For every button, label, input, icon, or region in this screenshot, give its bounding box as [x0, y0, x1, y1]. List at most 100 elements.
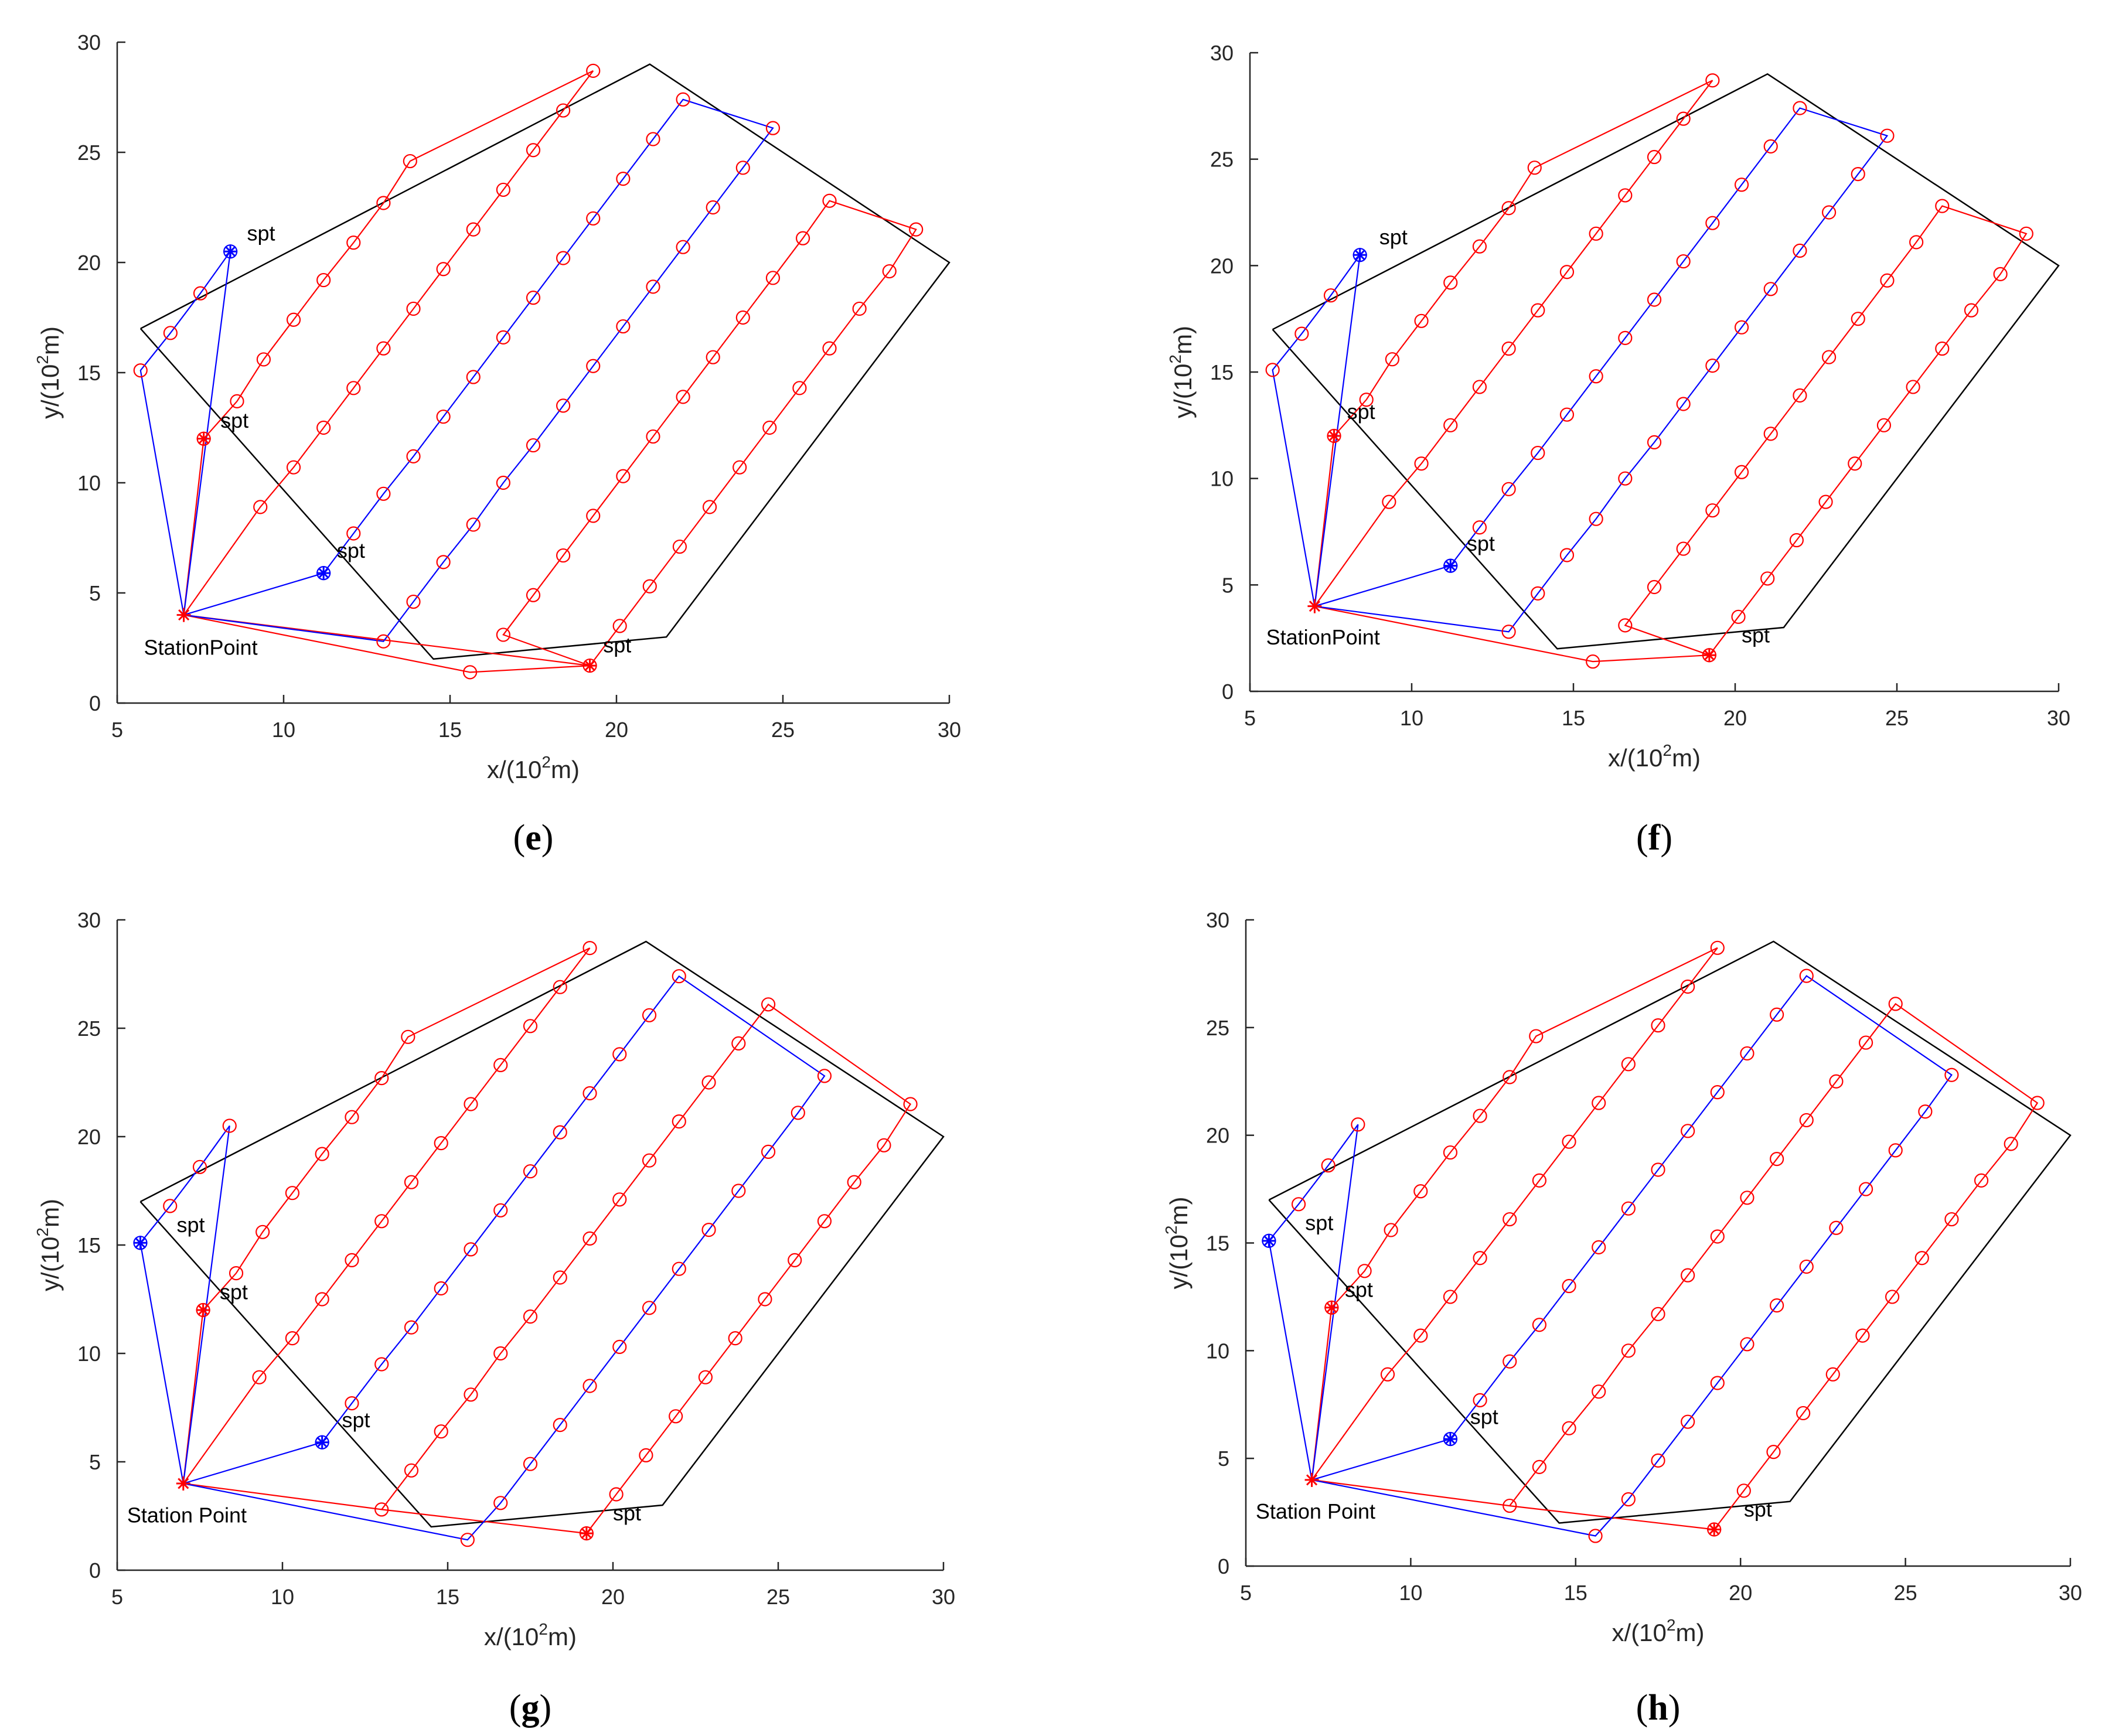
- red-waypoint: [1473, 1109, 1487, 1123]
- red-waypoint: [609, 1487, 624, 1502]
- red-waypoint: [2019, 226, 2033, 241]
- red-waypoint: [1589, 226, 1603, 241]
- red-waypoint: [903, 1097, 918, 1111]
- spt-annotation: spt: [342, 1408, 370, 1432]
- red-waypoint: [493, 1346, 508, 1361]
- red-waypoint: [286, 312, 301, 327]
- red-supply-point-marker: [1702, 648, 1716, 663]
- blue-route-line: [1268, 1124, 1359, 1481]
- blue-route-waypoint: [1851, 167, 1865, 182]
- y-tick-label: 10: [1210, 467, 1234, 491]
- red-waypoint: [230, 394, 244, 408]
- red-waypoint: [1935, 341, 1950, 356]
- red-waypoint: [1503, 1212, 1517, 1227]
- blue-route-waypoint: [496, 475, 510, 490]
- blue-route-waypoint: [526, 438, 541, 453]
- blue-route-waypoint: [222, 1118, 237, 1133]
- blue-route-waypoint: [1265, 363, 1280, 377]
- y-tick-label: 20: [1206, 1124, 1229, 1148]
- red-waypoint: [1621, 1057, 1636, 1072]
- x-tick-label: 25: [771, 718, 795, 742]
- red-waypoint: [374, 1214, 389, 1229]
- red-route-line: [502, 200, 917, 667]
- blue-route-waypoint: [1740, 1337, 1754, 1352]
- red-waypoint: [1413, 1328, 1428, 1343]
- red-waypoint: [1676, 111, 1691, 126]
- red-waypoint: [376, 196, 391, 210]
- blue-route-waypoint: [1473, 1393, 1487, 1407]
- red-waypoint: [1443, 1145, 1458, 1160]
- blue-route-waypoint: [1829, 1220, 1844, 1235]
- red-waypoint: [1770, 1152, 1784, 1167]
- y-tick-label: 0: [89, 1558, 101, 1582]
- red-waypoint: [1380, 1367, 1395, 1382]
- red-supply-point-marker: [582, 658, 597, 673]
- red-waypoint: [1974, 1173, 1989, 1188]
- spt-annotation: spt: [603, 633, 631, 657]
- red-waypoint: [1793, 388, 1807, 403]
- red-waypoint: [1501, 341, 1516, 356]
- spt-annotation: spt: [1742, 623, 1770, 647]
- blue-route-waypoint: [1323, 288, 1338, 303]
- red-waypoint: [1472, 380, 1487, 394]
- blue-route-waypoint: [1763, 282, 1778, 296]
- blue-route-waypoint: [761, 1144, 776, 1159]
- red-waypoint: [556, 548, 571, 563]
- y-tick-label: 15: [1206, 1232, 1229, 1256]
- blue-supply-point-marker: [133, 1236, 148, 1250]
- blue-route-waypoint: [1651, 1453, 1665, 1468]
- blue-route-waypoint: [556, 251, 571, 265]
- blue-route-line: [183, 98, 774, 642]
- red-waypoint: [526, 143, 541, 158]
- blue-supply-point-marker: [223, 244, 238, 259]
- red-waypoint: [256, 352, 271, 367]
- blue-route-waypoint: [163, 326, 178, 340]
- x-axis-label: x/(102m): [487, 753, 580, 783]
- blue-route-waypoint: [493, 1203, 508, 1217]
- blue-route-waypoint: [466, 370, 481, 384]
- red-waypoint: [1414, 456, 1429, 471]
- y-tick-label: 30: [1206, 908, 1229, 932]
- red-waypoint: [1710, 940, 1725, 955]
- red-waypoint: [616, 469, 631, 483]
- red-waypoint: [642, 579, 657, 594]
- blue-route-line: [183, 975, 826, 1541]
- x-tick-label: 25: [1894, 1581, 1917, 1605]
- y-tick-label: 10: [1206, 1339, 1229, 1363]
- blue-route-waypoint: [523, 1164, 538, 1179]
- blue-route-waypoint: [1621, 1201, 1636, 1216]
- red-waypoint: [1766, 1445, 1781, 1459]
- y-tick-label: 20: [77, 251, 101, 275]
- blue-route-waypoint: [791, 1106, 805, 1120]
- red-waypoint: [728, 1331, 742, 1346]
- blue-route-waypoint: [582, 1379, 597, 1393]
- blue-route-waypoint: [556, 398, 571, 413]
- x-tick-label: 5: [111, 718, 123, 742]
- blue-route-waypoint: [616, 172, 631, 186]
- red-waypoint: [464, 1387, 478, 1402]
- x-tick-label: 10: [271, 1585, 294, 1609]
- blue-route-waypoint: [1888, 1143, 1903, 1158]
- red-waypoint: [1443, 1290, 1458, 1304]
- red-waypoint: [374, 1070, 389, 1086]
- panel-label: (e): [513, 818, 554, 858]
- x-tick-label: 25: [766, 1585, 790, 1609]
- x-tick-label: 15: [438, 718, 462, 742]
- red-supply-point-marker: [1707, 1522, 1722, 1537]
- x-tick-label: 10: [1400, 706, 1423, 730]
- red-waypoint: [1763, 427, 1778, 441]
- blue-route-waypoint: [672, 1261, 686, 1276]
- red-waypoint: [1734, 465, 1749, 479]
- red-waypoint: [702, 500, 717, 514]
- red-waypoint: [1964, 303, 1979, 318]
- blue-route-waypoint: [1821, 205, 1837, 220]
- red-waypoint: [642, 1153, 657, 1168]
- station-point-marker: [176, 608, 191, 622]
- blue-route-waypoint: [1351, 1117, 1365, 1132]
- x-tick-label: 5: [1240, 1581, 1252, 1605]
- x-axis-label: x/(102m): [1608, 741, 1701, 772]
- spt-annotation: spt: [220, 1280, 248, 1304]
- blue-supply-point-marker: [1352, 248, 1367, 262]
- blue-route-line: [183, 572, 324, 616]
